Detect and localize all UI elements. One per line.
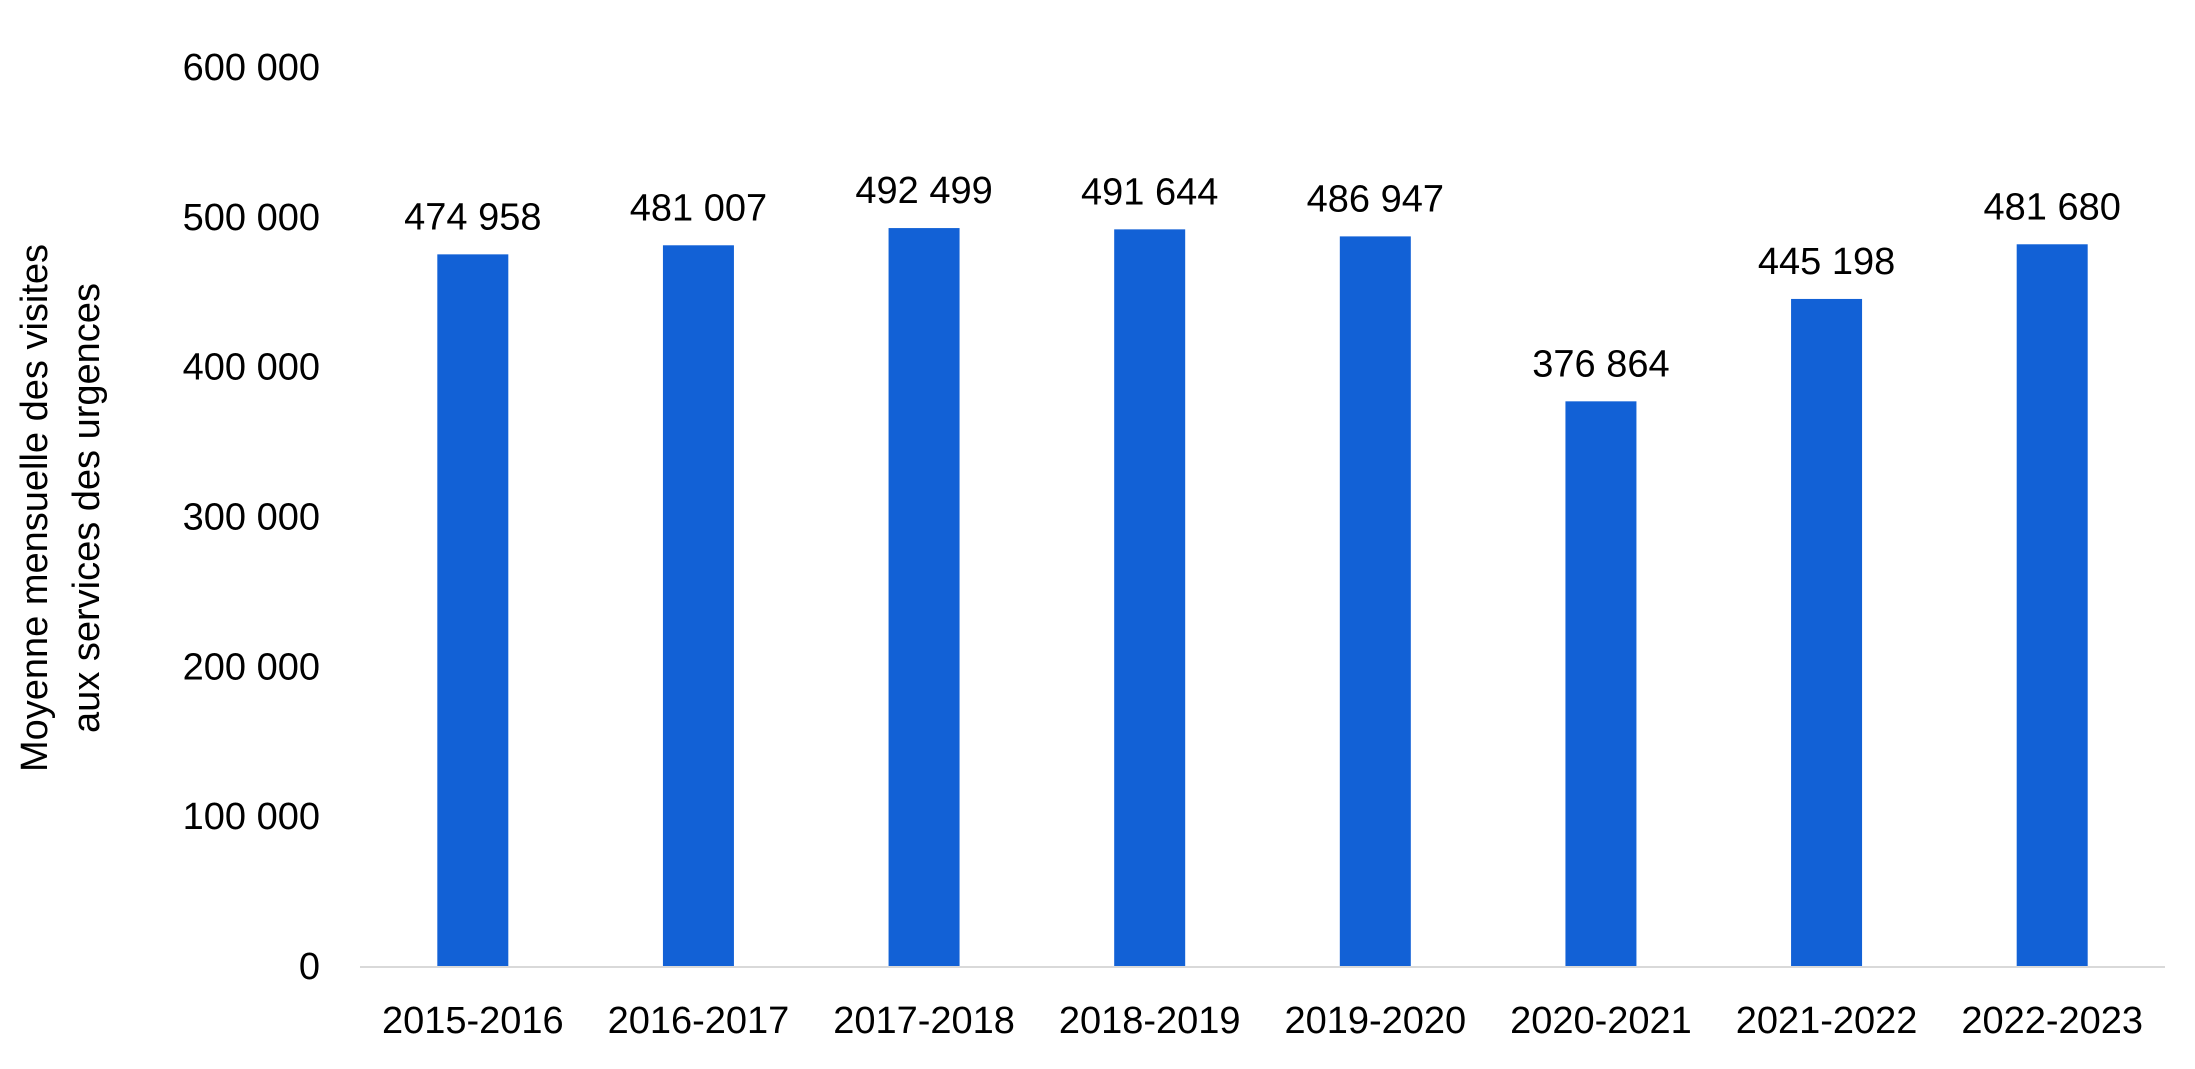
data-label: 474 958 xyxy=(404,196,541,238)
data-label: 445 198 xyxy=(1758,241,1895,283)
x-tick-label: 2018-2019 xyxy=(1059,1000,1241,1042)
bar xyxy=(1565,401,1637,966)
y-tick-label: 500 000 xyxy=(183,197,320,239)
y-tick-label: 300 000 xyxy=(183,497,320,539)
data-label: 486 947 xyxy=(1307,178,1444,220)
x-tick-label: 2015-2016 xyxy=(382,1000,564,1042)
bar xyxy=(888,228,960,966)
bars xyxy=(437,228,2088,967)
y-tick-label: 200 000 xyxy=(183,646,320,688)
x-tick-label: 2022-2023 xyxy=(1961,1000,2143,1042)
x-tick-label: 2019-2020 xyxy=(1284,1000,1466,1042)
bar xyxy=(1114,229,1186,967)
data-label: 376 864 xyxy=(1532,343,1669,385)
y-axis-title-line-2: aux services des urgences xyxy=(66,283,108,733)
data-labels: 474 958 481 007 492 499 491 644 486 947 376 8… xyxy=(404,170,2121,385)
x-axis-ticks: 2015-2016 2016-2017 2017-2018 2018-2019 2019… xyxy=(382,1000,2143,1042)
bar xyxy=(437,254,509,966)
y-tick-label: 600 000 xyxy=(183,47,320,89)
y-tick-label: 100 000 xyxy=(183,796,320,838)
bar xyxy=(1791,298,1863,966)
x-tick-label: 2020-2021 xyxy=(1510,1000,1692,1042)
data-label: 481 007 xyxy=(630,187,767,229)
y-axis-ticks: 0 100 000 200 000 300 000 400 000 500 000 600 … xyxy=(183,47,320,988)
y-tick-label: 0 xyxy=(299,946,320,988)
y-axis-title-line-1: Moyenne mensuelle des visites xyxy=(14,244,56,772)
y-tick-label: 400 000 xyxy=(183,347,320,389)
data-label: 492 499 xyxy=(855,170,992,212)
x-tick-label: 2016-2017 xyxy=(608,1000,790,1042)
y-axis-title: Moyenne mensuelle des visites aux servic… xyxy=(14,244,108,772)
data-label: 491 644 xyxy=(1081,171,1218,213)
data-label: 481 680 xyxy=(1984,186,2121,228)
x-tick-label: 2021-2022 xyxy=(1736,1000,1918,1042)
x-tick-label: 2017-2018 xyxy=(833,1000,1015,1042)
bar xyxy=(662,245,734,966)
bar xyxy=(1339,236,1411,966)
bar xyxy=(2016,244,2088,966)
